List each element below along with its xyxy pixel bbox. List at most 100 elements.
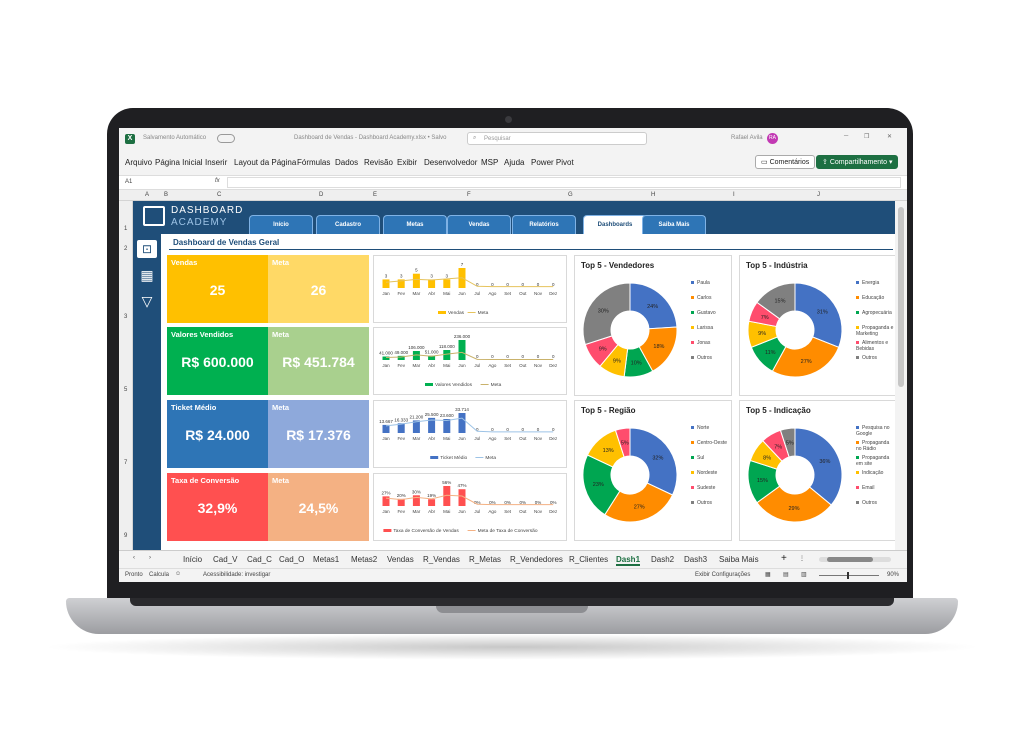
calendar-icon[interactable]: ▦ <box>140 267 154 283</box>
sheet-tab[interactable]: R_Clientes <box>569 555 609 564</box>
menu-revisao[interactable]: Revisão <box>364 158 393 167</box>
menu-formulas[interactable]: Fórmulas <box>297 158 331 167</box>
col-g[interactable]: G <box>568 192 573 198</box>
menu-inserir[interactable]: Inserir <box>205 158 228 167</box>
sheet-tab[interactable]: Metas1 <box>313 555 340 564</box>
sheet-tab[interactable]: Dash1 <box>616 555 641 566</box>
legend-dot <box>691 441 694 445</box>
tab-inicio[interactable]: Início <box>249 215 313 234</box>
menu-desenvolvedor[interactable]: Desenvolvedor <box>424 158 478 167</box>
col-e[interactable]: E <box>373 192 378 198</box>
tab-dashboards[interactable]: Dashboards <box>583 215 647 234</box>
add-sheet-icon[interactable]: + <box>781 553 787 564</box>
row-7[interactable]: 7 <box>124 460 128 466</box>
menu-layout[interactable]: Layout da Página <box>234 158 297 167</box>
tab-relatorios[interactable]: Relatórios <box>512 215 576 234</box>
header-band: DASHBOARD ACADEMY Início Cadastro Metas … <box>133 201 895 234</box>
col-d[interactable]: D <box>319 192 324 198</box>
name-box[interactable]: A1 <box>125 179 133 185</box>
ribbon-menu: Arquivo Página Inicial Inserir Layout da… <box>119 150 907 176</box>
col-f[interactable]: F <box>467 192 471 198</box>
row-5[interactable]: 5 <box>124 387 128 393</box>
bar <box>458 340 466 360</box>
legend-label: Propaganda no Rádio <box>856 440 890 452</box>
status-accessibility[interactable]: Acessibilidade: investigar <box>203 572 271 578</box>
slice-label: 31% <box>817 309 828 315</box>
presentation-icon[interactable]: ⊡ <box>137 240 157 258</box>
row-2[interactable]: 2 <box>124 246 128 252</box>
sheet-tab[interactable]: Metas2 <box>351 555 378 564</box>
legend-label: Gustavo <box>697 310 716 316</box>
slice-label: 32% <box>652 455 663 461</box>
sheet-tab[interactable]: R_Vendedores <box>510 555 563 564</box>
menu-power-pivot[interactable]: Power Pivot <box>531 158 574 167</box>
tabs-menu-icon[interactable]: ⋮ <box>799 556 805 562</box>
menu-arquivo[interactable]: Arquivo <box>125 158 153 167</box>
sheet-tab[interactable]: R_Metas <box>469 555 502 564</box>
bar <box>443 350 451 360</box>
tab-cadastro[interactable]: Cadastro <box>316 215 380 234</box>
col-c[interactable]: C <box>217 192 222 198</box>
filter-icon[interactable]: ▽ <box>141 293 153 309</box>
col-i[interactable]: I <box>733 192 735 198</box>
autosave-toggle[interactable] <box>217 134 235 143</box>
bar <box>458 489 466 506</box>
share-button[interactable]: ⇪ Compartilhamento ▾ <box>816 155 899 169</box>
minimize-icon[interactable]: ─ <box>844 133 849 139</box>
page-layout-icon[interactable]: ▤ <box>783 572 789 578</box>
sheet-tab[interactable]: Cad_C <box>247 555 272 564</box>
sheet-tab[interactable]: Início <box>183 555 203 564</box>
search-input[interactable]: ⌕ Pesquisar <box>467 132 647 145</box>
tab-vendas[interactable]: Vendas <box>447 215 511 234</box>
legend-dot <box>856 486 859 490</box>
zoom-slider[interactable] <box>819 572 879 579</box>
sheet-tab[interactable]: Dash3 <box>684 555 708 564</box>
row-1[interactable]: 1 <box>124 226 128 232</box>
col-b[interactable]: B <box>164 192 169 198</box>
legend-label: Outros <box>862 355 878 361</box>
legend-item: Energia <box>856 280 896 286</box>
sheet-tab[interactable]: Vendas <box>387 555 414 564</box>
comments-button[interactable]: ▭ Comentários <box>755 155 816 169</box>
vertical-scrollbar[interactable] <box>895 201 907 550</box>
legend-label: Meta <box>491 382 502 388</box>
month-tick-label: Abr <box>428 363 436 368</box>
normal-view-icon[interactable]: ▦ <box>765 572 771 578</box>
col-a[interactable]: A <box>145 192 150 198</box>
bar-data-label: 21.200 <box>410 414 424 419</box>
col-h[interactable]: H <box>651 192 656 198</box>
scroll-thumb[interactable] <box>898 207 904 387</box>
share-icon: ⇪ <box>822 159 830 166</box>
menu-dados[interactable]: Dados <box>335 158 359 167</box>
col-j[interactable]: J <box>817 192 820 198</box>
horizontal-scrollbar[interactable] <box>819 557 891 562</box>
menu-msp[interactable]: MSP <box>481 158 499 167</box>
tab-saiba-mais[interactable]: Saiba Mais <box>642 215 706 234</box>
sheet-tab[interactable]: Cad_V <box>213 555 238 564</box>
bar-data-label: 56% <box>442 480 451 485</box>
zoom-thumb[interactable] <box>847 572 849 579</box>
menu-exibir[interactable]: Exibir <box>397 158 418 167</box>
close-icon[interactable]: ✕ <box>887 134 893 140</box>
next-sheet-icon[interactable]: › <box>149 555 151 561</box>
sheet-tab[interactable]: Cad_O <box>279 555 305 564</box>
donut-card: Top 5 - Indicação 36% 29% 15% 8% 7% 5% Pesquisa… <box>739 400 897 541</box>
row-3[interactable]: 3 <box>124 314 128 320</box>
restore-icon[interactable]: ❐ <box>864 134 870 140</box>
display-settings[interactable]: Exibir Configurações <box>695 572 751 578</box>
status-calc[interactable]: Calcula <box>149 572 170 578</box>
formula-input[interactable] <box>227 177 901 188</box>
prev-sheet-icon[interactable]: ‹ <box>133 555 135 561</box>
avatar[interactable]: RA <box>767 133 778 144</box>
legend-swatch <box>425 383 433 386</box>
page-break-icon[interactable]: ▥ <box>801 572 807 578</box>
tab-metas[interactable]: Metas <box>383 215 447 234</box>
title-underline <box>169 249 893 250</box>
menu-ajuda[interactable]: Ajuda <box>504 158 525 167</box>
sheet-tab[interactable]: R_Vendas <box>423 555 460 564</box>
menu-pagina-inicial[interactable]: Página Inicial <box>155 158 203 167</box>
sheet-tab[interactable]: Saiba Mais <box>719 555 759 564</box>
row-9[interactable]: 9 <box>124 533 128 539</box>
h-scroll-thumb[interactable] <box>827 557 873 562</box>
sheet-tab[interactable]: Dash2 <box>651 555 675 564</box>
